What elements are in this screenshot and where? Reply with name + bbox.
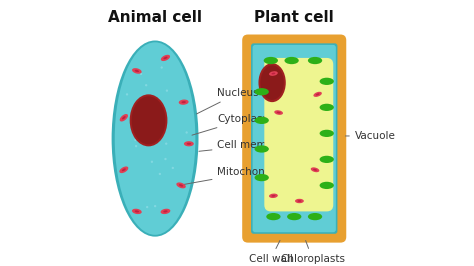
Ellipse shape [260, 65, 284, 100]
FancyBboxPatch shape [251, 43, 337, 234]
Text: Mitochondria: Mitochondria [181, 167, 286, 185]
Ellipse shape [269, 194, 278, 198]
Ellipse shape [184, 141, 194, 146]
Ellipse shape [264, 57, 278, 64]
Ellipse shape [185, 131, 188, 134]
Ellipse shape [298, 200, 301, 202]
Ellipse shape [132, 96, 165, 144]
Text: Cell wall: Cell wall [249, 240, 293, 264]
Ellipse shape [122, 168, 126, 171]
Ellipse shape [269, 71, 278, 76]
Ellipse shape [179, 99, 189, 105]
Ellipse shape [140, 73, 142, 75]
Text: Nucleus: Nucleus [197, 88, 259, 114]
Ellipse shape [119, 167, 128, 173]
Ellipse shape [258, 63, 286, 102]
Ellipse shape [284, 57, 299, 64]
Ellipse shape [272, 195, 275, 197]
Ellipse shape [146, 206, 148, 208]
Ellipse shape [164, 57, 167, 59]
Ellipse shape [295, 199, 304, 203]
Text: Cell membrane: Cell membrane [199, 140, 298, 151]
Ellipse shape [161, 66, 163, 69]
Ellipse shape [146, 141, 148, 143]
Ellipse shape [132, 209, 142, 214]
Text: Chloroplasts: Chloroplasts [280, 240, 345, 264]
Ellipse shape [274, 110, 283, 115]
Ellipse shape [308, 57, 322, 64]
Ellipse shape [319, 130, 334, 137]
Ellipse shape [154, 205, 156, 207]
Ellipse shape [187, 143, 191, 145]
Ellipse shape [255, 174, 269, 181]
Ellipse shape [255, 88, 269, 95]
Ellipse shape [135, 210, 139, 213]
Ellipse shape [155, 98, 158, 100]
Ellipse shape [255, 117, 269, 124]
Ellipse shape [132, 68, 142, 74]
Ellipse shape [126, 93, 128, 95]
Ellipse shape [266, 213, 281, 220]
Ellipse shape [161, 209, 170, 214]
Ellipse shape [159, 173, 161, 175]
Ellipse shape [313, 169, 317, 171]
Ellipse shape [319, 104, 334, 111]
Ellipse shape [311, 167, 319, 172]
Ellipse shape [176, 182, 186, 188]
Ellipse shape [316, 93, 319, 95]
FancyBboxPatch shape [242, 35, 346, 243]
FancyBboxPatch shape [264, 58, 333, 211]
Ellipse shape [130, 94, 167, 146]
Text: Animal cell: Animal cell [108, 10, 202, 25]
Ellipse shape [163, 210, 168, 213]
Ellipse shape [308, 213, 322, 220]
Ellipse shape [138, 138, 141, 140]
Ellipse shape [165, 143, 167, 145]
Ellipse shape [135, 145, 137, 147]
Ellipse shape [172, 167, 174, 169]
Ellipse shape [319, 156, 334, 163]
Ellipse shape [136, 130, 138, 132]
Ellipse shape [120, 114, 128, 122]
Text: Cytoplasm: Cytoplasm [192, 114, 273, 135]
FancyBboxPatch shape [253, 45, 336, 232]
Ellipse shape [272, 73, 275, 74]
Ellipse shape [287, 213, 301, 220]
Ellipse shape [161, 55, 170, 61]
Ellipse shape [179, 184, 183, 187]
Ellipse shape [313, 92, 322, 97]
Ellipse shape [134, 139, 137, 141]
Ellipse shape [111, 40, 199, 237]
Ellipse shape [145, 84, 147, 86]
Text: Vacuole: Vacuole [346, 131, 396, 141]
Ellipse shape [164, 158, 167, 160]
Ellipse shape [135, 70, 139, 72]
Ellipse shape [255, 145, 269, 153]
Ellipse shape [319, 78, 334, 85]
Ellipse shape [122, 116, 126, 119]
Ellipse shape [151, 161, 153, 163]
Text: Plant cell: Plant cell [255, 10, 334, 25]
Ellipse shape [150, 102, 152, 105]
Ellipse shape [182, 101, 186, 103]
Ellipse shape [319, 182, 334, 189]
Ellipse shape [277, 112, 281, 114]
Ellipse shape [115, 42, 195, 235]
Ellipse shape [166, 89, 168, 92]
